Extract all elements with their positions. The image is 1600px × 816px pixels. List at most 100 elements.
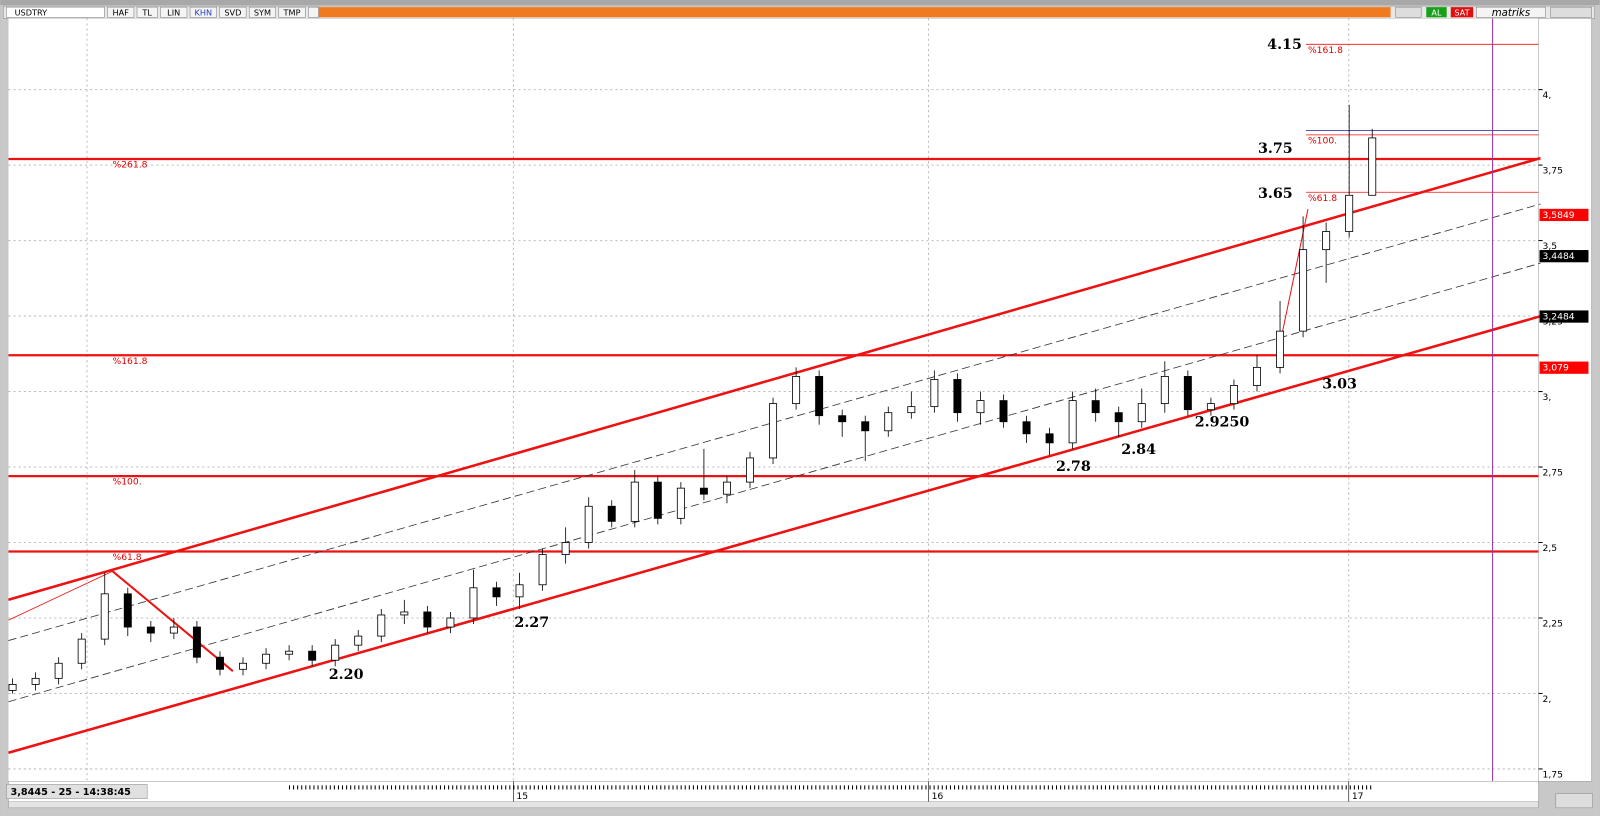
toolbar-button[interactable]	[189, 6, 217, 18]
candle-body	[607, 505, 616, 522]
toolbar-button[interactable]	[107, 6, 135, 18]
candle-body	[469, 587, 478, 619]
y-tick-label: 3,5	[1543, 241, 1558, 252]
candles	[8, 104, 1377, 694]
candle-body	[792, 376, 801, 405]
candle-body	[630, 481, 639, 522]
candle-body	[746, 457, 754, 483]
candle-body	[976, 400, 985, 414]
candle-body	[492, 587, 501, 598]
nav-buttons[interactable]	[1555, 793, 1593, 809]
candle-body	[1091, 400, 1100, 414]
toolbar-button[interactable]	[160, 6, 188, 18]
channel-lower	[8, 314, 1541, 754]
fib-label: %61.8	[113, 552, 142, 563]
candle-body	[308, 650, 317, 661]
annotation: 4.15	[1267, 37, 1302, 53]
candle-body	[1137, 403, 1146, 423]
buy-button[interactable]	[1426, 7, 1447, 18]
candle-body	[1114, 412, 1123, 423]
buy-label: AL	[1431, 7, 1442, 17]
candle-body	[676, 487, 685, 519]
fib-label: %161.8	[1308, 45, 1343, 56]
candle-body	[1299, 249, 1308, 332]
price-tag-label: 3,5849	[1543, 210, 1575, 221]
candle-body	[285, 650, 294, 655]
status: 3,8445 - 25 - 14:38:45	[11, 787, 132, 798]
candle-body	[262, 653, 271, 664]
candle-body	[953, 379, 962, 414]
candle-body	[1183, 376, 1192, 411]
candle-body	[239, 662, 247, 670]
scrollbar[interactable]	[8, 801, 1539, 809]
annotation: 2.27	[514, 615, 549, 631]
toolbar-button[interactable]	[136, 6, 158, 18]
candle-body	[423, 611, 432, 628]
channel-mid	[8, 262, 1541, 703]
candle-body	[169, 626, 178, 634]
toolbar-button-label: TMP	[283, 7, 301, 17]
symbol-box[interactable]	[6, 6, 105, 18]
y-tick-label: 3,	[1543, 392, 1552, 403]
candle-body	[699, 487, 708, 495]
candle-body	[54, 662, 63, 679]
candle-body	[861, 421, 870, 432]
x-tick-label: 16	[932, 791, 944, 802]
annotation: 2.9250	[1195, 414, 1250, 430]
toolbar-button[interactable]	[278, 6, 306, 18]
toolbar-dropdown[interactable]	[308, 6, 319, 18]
candle-body	[838, 415, 847, 423]
toolbar-button-label: SVD	[224, 7, 241, 17]
candle-body	[1276, 330, 1285, 368]
toolbar-button-label: LIN	[167, 7, 180, 17]
candle-body	[1322, 231, 1331, 251]
price-tag-label: 3,079	[1543, 363, 1569, 374]
candle-body	[930, 379, 939, 408]
status-box	[6, 784, 148, 799]
sell-label: SAT	[1454, 7, 1469, 17]
candle-body	[1345, 194, 1354, 232]
candle-body	[377, 614, 386, 637]
toolbar-button-label: HAF	[112, 7, 129, 17]
candle-body	[192, 626, 201, 658]
candle-body	[400, 611, 409, 616]
price-tag	[1539, 310, 1589, 323]
fib-label: %100.	[1308, 136, 1337, 147]
window-controls[interactable]	[1550, 6, 1592, 18]
toolbar-button[interactable]	[248, 6, 276, 18]
candle-body	[146, 626, 155, 634]
candle-body	[1229, 385, 1238, 405]
price-tags: 3,5849 3,4484 3,2484 3,079	[1539, 208, 1589, 374]
candle-body	[999, 400, 1008, 423]
price-tag	[1539, 208, 1589, 222]
candle-body	[1206, 403, 1215, 411]
candle-body	[1253, 366, 1261, 386]
y-tick-label: 2,75	[1543, 468, 1564, 479]
icon-buttons[interactable]	[1395, 6, 1422, 18]
y-tick-label: 3,75	[1543, 166, 1564, 177]
brand: matriks	[1492, 8, 1531, 19]
candle-body	[31, 677, 40, 685]
candle-body	[815, 376, 824, 417]
annotation: 3.75	[1258, 141, 1293, 157]
candle-body	[769, 403, 778, 459]
toolbar-button[interactable]	[219, 6, 247, 18]
y-tick-label: 2,	[1543, 694, 1552, 705]
candle-body	[1045, 433, 1054, 444]
brand-box	[1476, 6, 1546, 18]
plot-area	[8, 18, 1539, 782]
title-strip	[0, 0, 1600, 6]
toolbar-buttons: HAF TL LIN KHN SVD SYM TMP	[107, 6, 319, 18]
candle-body	[215, 656, 224, 670]
y-tick-label: 2,5	[1543, 543, 1558, 554]
candle-body	[907, 406, 916, 414]
sell-button[interactable]	[1450, 7, 1474, 18]
candle-body	[123, 593, 132, 628]
fib-base	[111, 570, 234, 672]
toolbar-button-label: KHN	[195, 7, 213, 17]
candle-body	[8, 683, 17, 691]
candle-body	[653, 481, 662, 519]
toolbar-fill	[311, 7, 1391, 18]
candle-body	[1368, 137, 1377, 196]
